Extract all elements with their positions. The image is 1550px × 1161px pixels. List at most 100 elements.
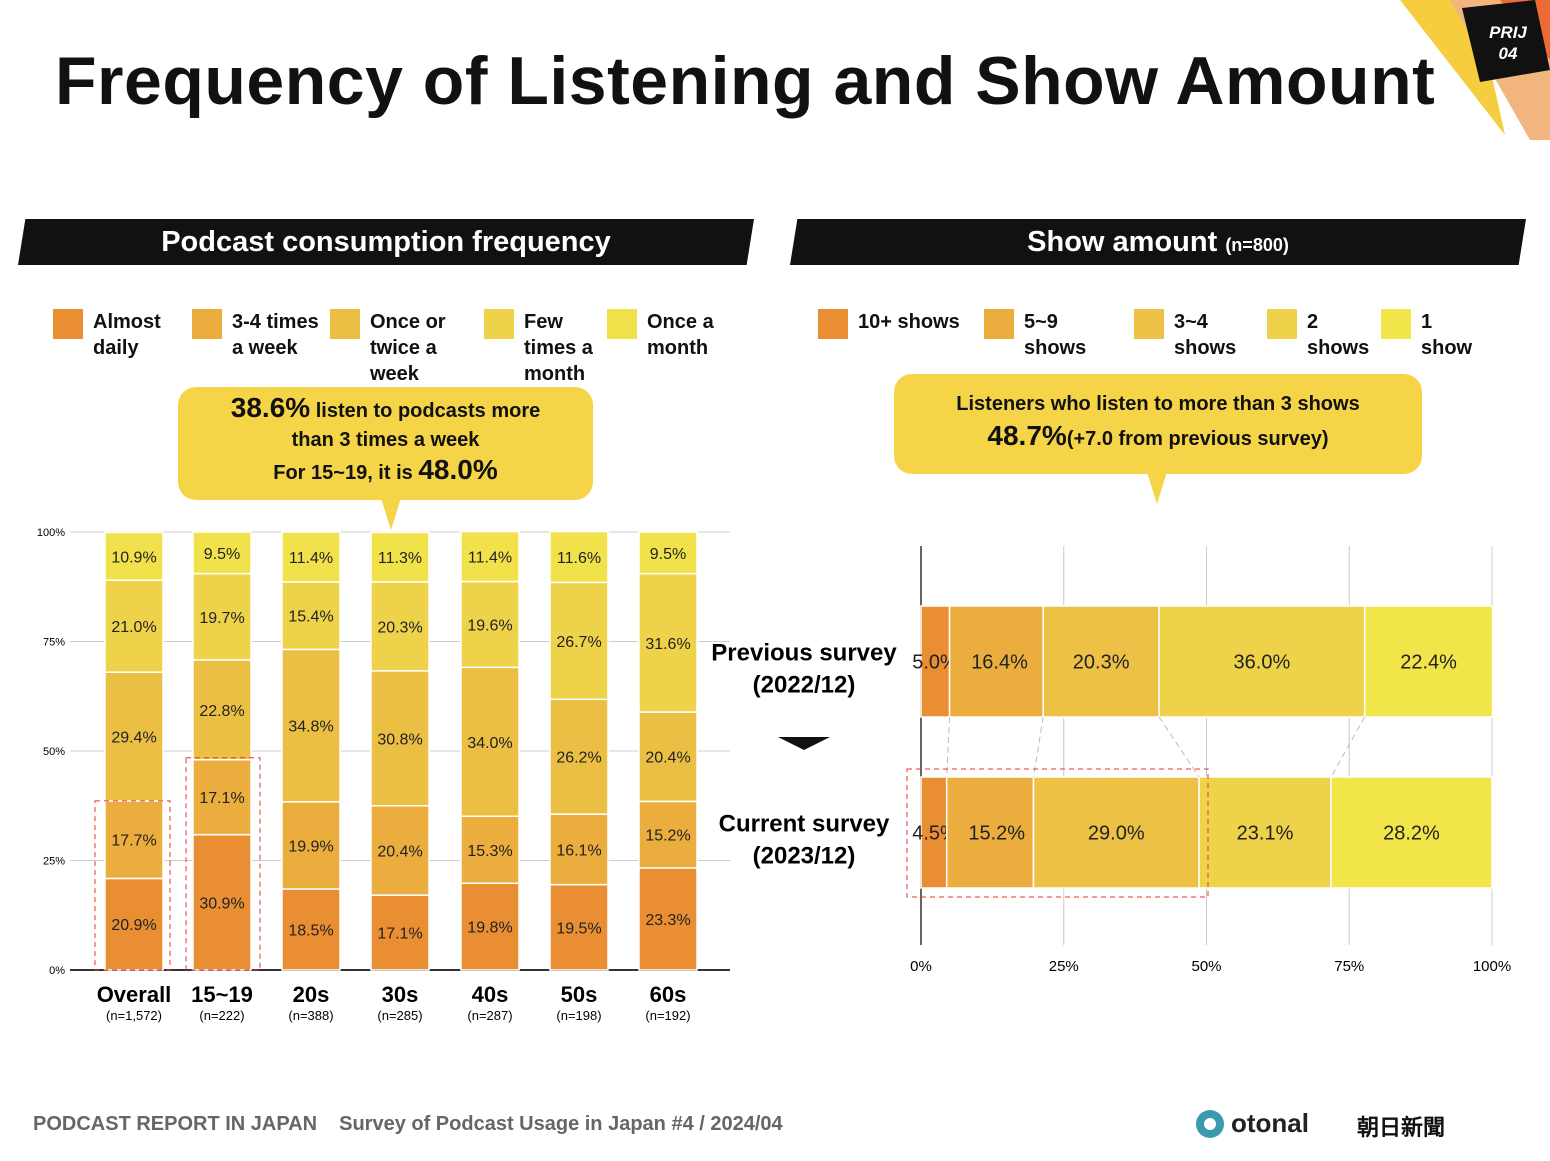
legend-swatch [192, 309, 222, 339]
data-label: 10.9% [111, 549, 156, 566]
bar-segment [281, 888, 341, 971]
data-label: 23.3% [645, 912, 690, 929]
legend-item: Once a month [607, 309, 714, 361]
data-label: 30.9% [199, 895, 244, 912]
data-label: 16.4% [971, 652, 1028, 674]
legend-swatch [1267, 309, 1297, 339]
legend-item: 1 show [1381, 309, 1472, 361]
legend-swatch [1381, 309, 1411, 339]
right-legend: 10+ shows 5~9 shows 3~4 shows 2 shows 1 show [818, 309, 1518, 365]
right-header-n: (n=800) [1225, 235, 1289, 255]
left-legend: Almost daily 3-4 times a week Once or twice a… [53, 309, 773, 389]
bar-segment [192, 572, 252, 661]
badge-line2: 04 [1498, 44, 1518, 63]
bar-segment [104, 579, 164, 673]
legend-label: 10+ shows [858, 309, 960, 339]
x-tick-label: 0% [910, 958, 932, 975]
data-label: 31.6% [645, 636, 690, 653]
bar-segment [948, 605, 1044, 718]
otonal-logo-icon [1196, 1109, 1224, 1138]
x-tick-label: 100% [1473, 958, 1511, 975]
data-label: 11.6% [557, 550, 601, 567]
bar-segment [1198, 776, 1332, 889]
category-label: (2023/12) [753, 843, 856, 870]
legend-label-line: month [647, 337, 709, 359]
legend-label-line: daily [93, 337, 139, 359]
bar-segment [370, 805, 430, 896]
legend-label-line: twice a [370, 337, 437, 359]
bar-segment [281, 648, 341, 803]
data-label: 20.4% [645, 750, 690, 767]
legend-item: 3~4 shows [1134, 309, 1236, 361]
data-label: 29.4% [111, 730, 156, 747]
left-section-header: Podcast consumption frequency [18, 219, 754, 265]
corner-decoration [1400, 0, 1550, 140]
bar-segment [370, 581, 430, 672]
otonal-logo: otonal [1195, 1108, 1309, 1139]
bar-segment [1330, 776, 1493, 889]
data-label: 34.0% [467, 735, 512, 752]
data-label: 5.0% [912, 652, 958, 674]
connector-line [946, 716, 951, 778]
legend-label-line: show [1421, 337, 1473, 359]
callout-text3: For 15~19, it is [273, 462, 419, 484]
legend-label-line: 5~9 [1024, 311, 1058, 333]
data-label: 15.2% [645, 828, 690, 845]
footer: PODCAST REPORT IN JAPAN Survey of Podcast… [33, 1113, 805, 1136]
y-tick-label: 100% [37, 527, 65, 539]
data-label: 11.4% [289, 550, 333, 567]
bar-segment [549, 813, 609, 886]
data-label: 20.9% [111, 917, 156, 934]
legend-swatch [984, 309, 1014, 339]
data-label: 21.0% [111, 619, 156, 636]
bar-segment [104, 671, 164, 802]
bar-segment [370, 894, 430, 971]
data-label: 17.7% [111, 833, 156, 850]
category-label: 50s [561, 982, 598, 1007]
data-label: 28.2% [1383, 823, 1440, 845]
right-section-header: Show amount (n=800) [790, 219, 1526, 265]
category-label: 60s [650, 982, 687, 1007]
data-label: 17.1% [377, 926, 422, 943]
highlight-box [94, 800, 171, 971]
data-label: 20.3% [1073, 652, 1130, 674]
legend-label: 3-4 times a week [232, 309, 319, 361]
data-label: 19.7% [199, 610, 244, 627]
category-label: 20s [293, 982, 330, 1007]
data-label: 19.8% [467, 920, 512, 937]
callout-text2: than 3 times a week [291, 429, 480, 451]
badge: PRIJ 04 [1478, 22, 1538, 64]
x-tick-label: 75% [1334, 958, 1364, 975]
data-label: 30.8% [377, 731, 422, 748]
data-label: 9.5% [650, 546, 686, 563]
bar-segment [192, 531, 252, 575]
category-n: (n=198) [556, 1008, 601, 1023]
bar-segment [192, 759, 252, 836]
bar-segment [549, 883, 609, 971]
legend-label-line: shows [1024, 337, 1087, 359]
data-label: 36.0% [1234, 652, 1291, 674]
callout-text1: listen to podcasts more [310, 400, 541, 422]
bar-segment [281, 581, 341, 651]
bar-segment [638, 711, 698, 803]
data-label: 23.1% [1237, 823, 1294, 845]
bar-segment [460, 882, 520, 971]
category-label: 30s [382, 982, 419, 1007]
bar-segment [1363, 605, 1494, 718]
bar-segment [638, 867, 698, 971]
legend-label-line: Once or [370, 311, 446, 333]
legend-item: Few times a month [484, 309, 593, 387]
legend-label: 1 show [1421, 309, 1472, 361]
frequency-chart: 0% 25% 50% 75% 100% 20.9% 17.7% 29.4% 21.0% 10.9%… [37, 527, 730, 1023]
x-tick-label: 50% [1191, 958, 1221, 975]
legend-label-line: 10+ shows [858, 311, 960, 333]
asahi-logo: 朝日新聞 [1357, 1115, 1446, 1140]
legend-swatch [1134, 309, 1164, 339]
y-tick-label: 0% [49, 965, 65, 977]
category-label: Previous survey [711, 640, 897, 667]
data-label: 19.5% [556, 920, 601, 937]
category-label: Current survey [719, 811, 890, 838]
legend-swatch [330, 309, 360, 339]
bar-segment [460, 666, 520, 818]
legend-item: Once or twice a week [330, 309, 446, 387]
